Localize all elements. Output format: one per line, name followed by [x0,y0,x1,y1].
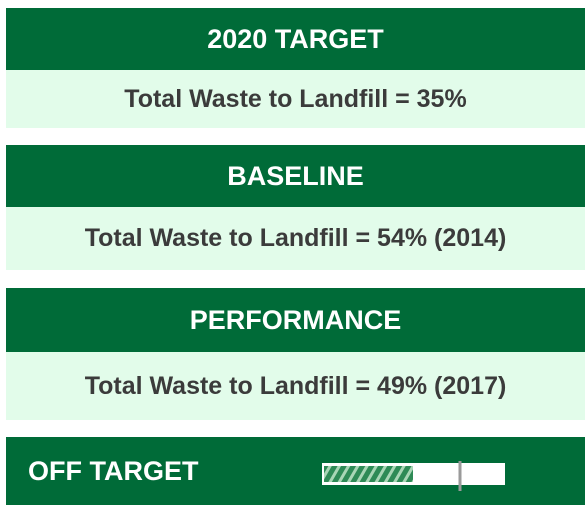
progress-fill [324,466,413,482]
section-text: Total Waste to Landfill = 35% [6,70,585,128]
section-heading: PERFORMANCE [6,288,585,352]
section-heading: 2020 TARGET [6,8,585,70]
section-heading: BASELINE [6,145,585,207]
section-text: Total Waste to Landfill = 49% (2017) [6,352,585,420]
section-text: Total Waste to Landfill = 54% (2014) [6,207,585,270]
progress-bar [322,461,505,491]
